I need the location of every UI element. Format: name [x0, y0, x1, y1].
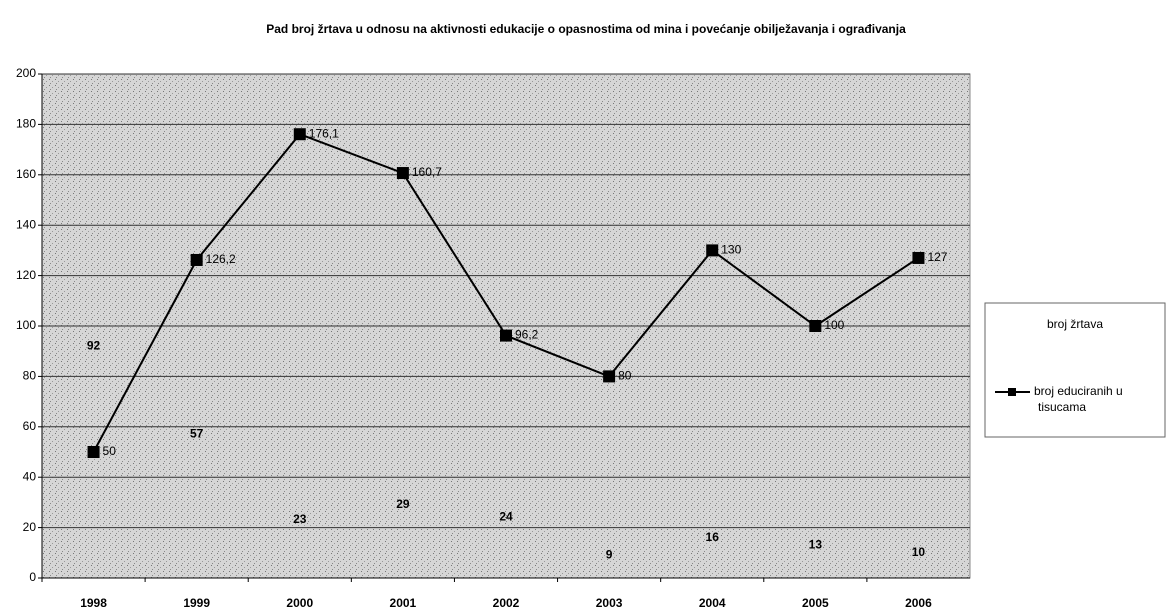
data-label: 130 — [721, 243, 741, 257]
marker — [293, 128, 306, 141]
data-label: 176,1 — [309, 126, 339, 140]
bar — [372, 505, 434, 578]
marker — [912, 251, 925, 264]
x-tick-label: 2004 — [699, 596, 726, 610]
y-tick-label: 100 — [16, 318, 36, 332]
bar — [63, 346, 125, 578]
data-label: 92 — [87, 338, 101, 352]
data-label: 160,7 — [412, 165, 442, 179]
chart-title: Pad broj žrtava u odnosu na aktivnosti e… — [266, 22, 906, 36]
data-label: 16 — [706, 530, 720, 544]
data-label: 24 — [499, 510, 513, 524]
y-tick-label: 120 — [16, 268, 36, 282]
legend-label: broj žrtava — [1047, 317, 1103, 331]
marker — [500, 329, 512, 342]
y-tick-label: 60 — [23, 419, 37, 433]
y-tick-label: 160 — [16, 167, 36, 181]
bar — [166, 434, 228, 578]
data-label: 100 — [824, 318, 844, 332]
y-tick-label: 0 — [29, 570, 36, 584]
marker — [87, 446, 100, 458]
y-tick-label: 200 — [16, 66, 36, 80]
bar — [475, 518, 537, 578]
data-label: 23 — [293, 512, 307, 526]
data-label: 9 — [606, 547, 613, 561]
data-label: 29 — [396, 497, 410, 511]
marker — [809, 320, 822, 332]
x-tick-label: 2001 — [390, 596, 417, 610]
data-label: 50 — [103, 444, 117, 458]
marker — [603, 370, 616, 383]
x-tick-label: 2002 — [493, 596, 520, 610]
data-label: 57 — [190, 427, 204, 441]
data-label: 10 — [912, 545, 926, 559]
legend-label: broj educiranih u tisucama — [1034, 384, 1123, 414]
marker — [706, 244, 719, 257]
x-tick-label: 1999 — [183, 596, 210, 610]
data-label: 127 — [927, 250, 947, 264]
data-label: 13 — [809, 537, 823, 551]
x-tick-label: 1998 — [80, 596, 107, 610]
y-tick-label: 80 — [23, 369, 37, 383]
data-label: 96,2 — [515, 328, 539, 342]
y-tick-label: 180 — [16, 117, 36, 131]
x-tick-label: 2003 — [596, 596, 623, 610]
marker — [190, 253, 203, 266]
marker — [396, 167, 409, 180]
y-tick-label: 40 — [23, 469, 37, 483]
x-tick-label: 2005 — [802, 596, 829, 610]
data-label: 126,2 — [206, 252, 236, 266]
y-tick-label: 20 — [23, 520, 37, 534]
y-tick-label: 140 — [16, 217, 36, 231]
bar — [269, 520, 331, 578]
data-label: 80 — [618, 369, 632, 383]
legend — [984, 302, 1166, 438]
x-tick-label: 2000 — [286, 596, 313, 610]
legend-marker — [1008, 388, 1016, 396]
x-tick-label: 2006 — [905, 596, 932, 610]
